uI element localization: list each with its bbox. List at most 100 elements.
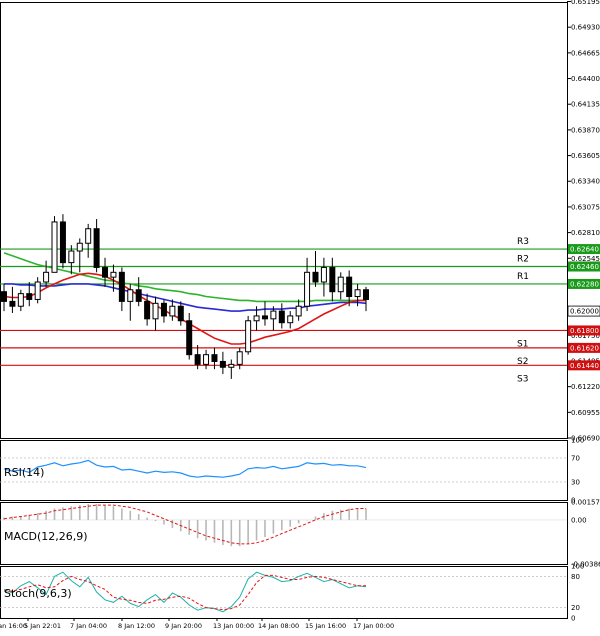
macd-y-tick-label: 0.00157 xyxy=(571,499,600,507)
current-price-label: 0.62000 xyxy=(570,308,599,316)
macd-bar xyxy=(365,508,367,520)
candle-bull xyxy=(287,315,294,324)
level-price-box xyxy=(568,278,600,289)
level-price-box xyxy=(568,325,600,336)
x-tick-label: 17 Jan 00:00 xyxy=(353,622,394,630)
x-tick-label: 8 Jan 12:00 xyxy=(118,622,155,630)
candle-bear xyxy=(211,354,218,362)
stoch-signal-line xyxy=(4,574,366,611)
candle-bull xyxy=(43,271,50,283)
candle-bear xyxy=(135,289,142,302)
macd-bar xyxy=(146,517,148,520)
macd-bar xyxy=(306,519,308,521)
level-label-s3: S3 xyxy=(517,374,528,384)
candle-bull xyxy=(295,305,302,317)
candle-bull xyxy=(236,351,243,365)
level-price-label: 0.61440 xyxy=(570,362,599,370)
macd-bar xyxy=(62,507,64,520)
level-price-box xyxy=(568,342,600,353)
level-label-s1: S1 xyxy=(517,339,528,349)
stoch-main-line xyxy=(3,571,367,613)
candle-bull xyxy=(51,221,58,273)
macd-bar xyxy=(129,510,132,520)
level-price-box xyxy=(568,360,600,371)
x-tick-label: 15 Jan 16:00 xyxy=(305,622,346,630)
x-tick-label: 5 Jan 22:01 xyxy=(24,622,61,630)
candle-bear xyxy=(312,271,319,283)
price-y-tick-label: 0.63870 xyxy=(571,126,600,134)
candle-bear xyxy=(102,266,109,278)
stoch-y-tick-label: 0 xyxy=(571,615,575,623)
price-y-tick-label: 0.65195 xyxy=(571,0,600,6)
macd-bar xyxy=(196,519,199,539)
macd-y-tick-label: -0.003863 xyxy=(571,561,600,569)
candle-bull xyxy=(320,266,327,283)
rsi-y-tick-label: 100 xyxy=(571,437,584,445)
candle-bull xyxy=(169,305,176,317)
price-y-tick-label: 0.62810 xyxy=(571,229,600,237)
candle-bear xyxy=(9,300,16,307)
candle-bear xyxy=(278,310,285,324)
candle-bull xyxy=(76,242,83,252)
level-price-box xyxy=(568,244,600,255)
stoch-y-tick-label: 20 xyxy=(571,604,580,612)
rsi-line xyxy=(3,459,367,478)
macd-bar xyxy=(255,519,258,541)
macd-bar xyxy=(297,519,300,524)
candle-bull xyxy=(270,310,277,320)
level-label-r3: R3 xyxy=(517,237,529,247)
rsi-title: RSI(14) xyxy=(4,466,44,479)
x-tick-label: 4 Jan 16:00 xyxy=(0,622,27,630)
candle-bull xyxy=(127,289,134,302)
macd-bar xyxy=(281,519,283,531)
candle-bull xyxy=(245,320,252,353)
stoch-y-tick-label: 100 xyxy=(571,563,584,571)
macd-bar xyxy=(247,519,249,544)
price-y-tick-label: 0.60690 xyxy=(571,435,600,443)
macd-bar xyxy=(36,513,39,520)
x-tick-label: 14 Jan 08:00 xyxy=(258,622,299,630)
candle-bear xyxy=(26,293,33,300)
macd-bar xyxy=(356,508,359,520)
level-price-label: 0.62460 xyxy=(570,263,599,271)
macd-bar xyxy=(112,506,115,520)
candle-bear xyxy=(93,228,100,268)
candle-bear xyxy=(118,271,125,302)
candle-bear xyxy=(186,320,193,356)
price-y-tick-label: 0.63340 xyxy=(571,178,600,186)
macd-bar xyxy=(205,519,207,541)
macd-bar xyxy=(222,519,224,546)
candle-bear xyxy=(363,289,369,300)
price-y-tick-label: 0.63605 xyxy=(571,152,600,160)
macd-bar xyxy=(121,508,123,520)
macd-bar xyxy=(70,506,73,520)
candle-bull xyxy=(85,228,92,244)
macd-bar xyxy=(264,519,266,538)
candle-bull xyxy=(68,250,75,264)
level-price-box xyxy=(568,261,600,272)
candle-bear xyxy=(346,276,353,298)
price-y-tick-label: 0.63075 xyxy=(571,203,600,211)
macd-title: MACD(12,26,9) xyxy=(4,530,88,543)
candle-bear xyxy=(329,266,336,293)
level-label-r2: R2 xyxy=(517,255,529,265)
rsi-y-tick-label: 30 xyxy=(571,479,580,487)
macd-bar xyxy=(289,519,292,527)
macd-bar xyxy=(339,509,342,520)
price-y-tick-label: 0.64665 xyxy=(571,49,600,57)
candle-bear xyxy=(1,291,7,302)
candle-bull xyxy=(203,354,210,365)
moving-average-line-2 xyxy=(3,272,366,345)
price-y-tick-label: 0.62545 xyxy=(571,255,600,263)
price-y-tick-label: 0.64135 xyxy=(571,101,600,109)
macd-bar xyxy=(331,510,334,520)
macd-panel-frame xyxy=(0,502,568,565)
macd-bar xyxy=(171,519,174,528)
candle-bull xyxy=(304,271,311,307)
level-price-label: 0.62280 xyxy=(570,280,599,288)
macd-bar xyxy=(78,505,81,520)
candle-bull xyxy=(253,315,260,322)
macd-bar xyxy=(95,503,98,520)
